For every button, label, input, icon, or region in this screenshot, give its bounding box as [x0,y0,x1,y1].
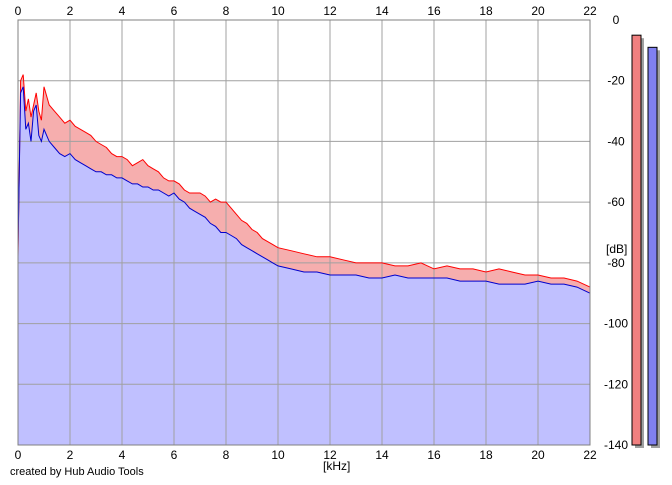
series-2-line [17,86,591,294]
y-tick-label: -80 [607,256,625,270]
x-tick-label: 18 [479,448,493,462]
x-tick-label: 2 [67,4,74,18]
x-tick-label: 6 [171,4,178,18]
x-tick-label: 16 [427,448,441,462]
x-tick-label: 14 [375,448,389,462]
plot-frame [17,19,591,446]
series-lines [17,74,591,294]
y-tick-label: -60 [607,195,625,209]
y-tick-label: -100 [604,317,628,331]
x-tick-label: 20 [531,448,545,462]
x-tick-labels-top: 0 2 4 6 8 10 12 14 16 18 20 22 [15,4,597,18]
y-tick-labels: 0 -20 -40 -60 -80 -100 -120 -140 [604,13,628,452]
x-tick-label: 22 [583,448,597,462]
x-axis-label: [kHz] [323,459,350,473]
x-tick-label: 0 [15,448,22,462]
x-tick-label: 4 [119,4,126,18]
x-tick-label: 6 [171,448,178,462]
x-tick-label: 10 [271,448,285,462]
y-tick-label: 0 [613,13,620,27]
series-1-line [17,74,591,288]
y-axis-label: [dB] [606,242,627,256]
x-tick-labels-bottom: 0 2 4 6 8 10 12 14 16 18 20 22 [15,448,597,462]
x-tick-label: 16 [427,4,441,18]
level-meters [631,34,660,449]
y-tick-label: -40 [607,134,625,148]
x-tick-label: 8 [223,448,230,462]
x-tick-label: 22 [583,4,597,18]
y-tick-label: -140 [604,438,628,452]
x-tick-label: 14 [375,4,389,18]
x-tick-label: 12 [323,448,337,462]
meter-1-bar [631,34,642,446]
x-tick-label: 18 [479,4,493,18]
x-tick-label: 4 [119,448,126,462]
y-tick-label: -120 [604,377,628,391]
x-tick-label: 0 [15,4,22,18]
credit-text: created by Hub Audio Tools [10,466,144,478]
x-tick-label: 2 [67,448,74,462]
x-tick-label: 10 [271,4,285,18]
x-tick-label: 8 [223,4,230,18]
series-fills [18,74,590,446]
x-tick-label: 12 [323,4,337,18]
meter-2-bar [647,46,658,446]
y-tick-label: -20 [607,74,625,88]
series-2-area [18,86,590,446]
x-tick-label: 20 [531,4,545,18]
